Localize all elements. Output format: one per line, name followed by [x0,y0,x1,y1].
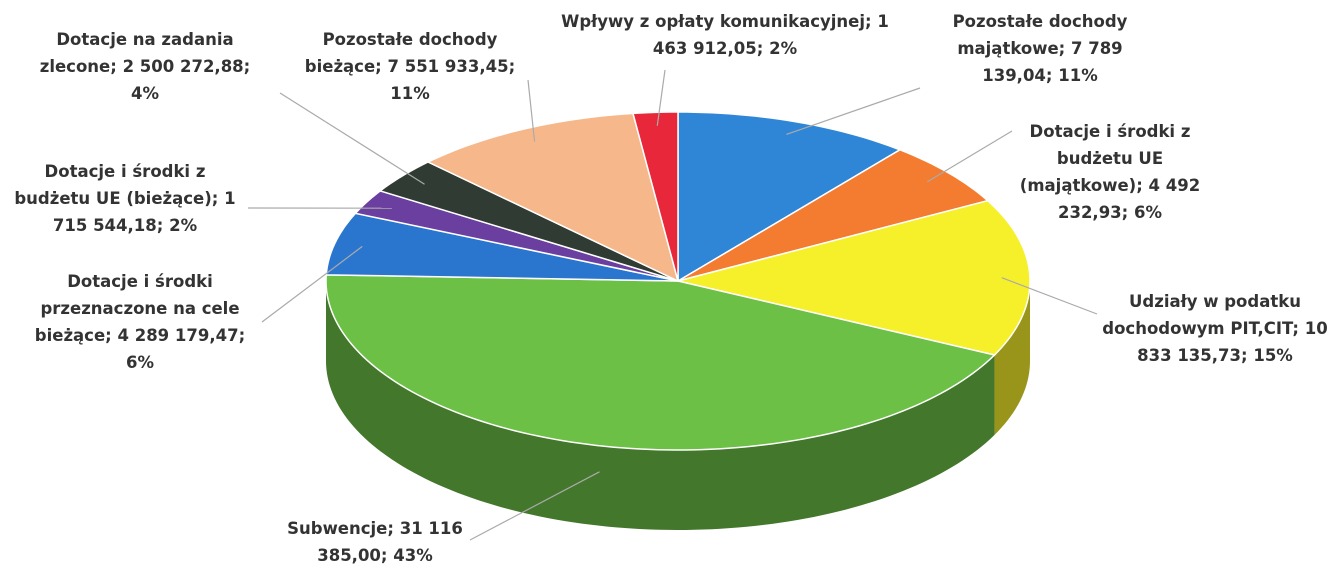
slice [354,190,679,282]
slice-side [326,281,995,530]
label-value: 4 492 232,93 [1057,176,1201,222]
label-name: Dotacje i środki z budżetu UE (majątkowe… [1019,122,1191,195]
label-name: Wpływy z opłaty komunikacyjnej [561,12,866,31]
data-label: Pozostałe dochody majątkowe; 7 789 139,0… [933,8,1148,89]
label-separator: ; [243,57,251,76]
label-value: 2 500 272,88 [122,57,244,76]
leader-line [656,69,666,126]
label-percent: 43% [393,546,433,565]
label-value: 1 715 544,18 [52,189,236,235]
label-separator: ; [1292,319,1305,338]
label-name: Subwencje [287,519,388,538]
leader-line [279,92,425,185]
slice [632,111,679,282]
label-separator: ; [105,326,118,345]
slice [325,274,996,451]
label-value: 7 551 933,45 [387,57,509,76]
label-separator: ; [380,546,394,565]
label-separator: ; [1136,176,1149,195]
leader-line [927,130,1013,183]
label-separator: ; [211,189,225,208]
slice [677,111,902,283]
label-name: Udziały w podatku dochodowym PIT,CIT [1102,292,1301,338]
label-percent: 2% [169,216,198,235]
label-separator: ; [1045,66,1059,85]
label-percent: 15% [1253,346,1293,365]
label-percent: 6% [1134,203,1163,222]
label-percent: 4% [130,84,159,103]
label-separator: ; [1121,203,1134,222]
label-separator: ; [238,326,246,345]
label-percent: 11% [390,84,430,103]
label-name: Dotacje i środki z budżetu UE (bieżące) [14,162,212,208]
slice [426,112,680,283]
leader-line [527,79,536,142]
label-percent: 2% [769,39,798,58]
label-value: 31 116 385,00 [317,519,463,565]
data-label: Dotacje i środki przeznaczone na cele bi… [20,268,260,376]
data-label: Pozostałe dochody bieżące; 7 551 933,45;… [293,26,528,107]
label-value: 10 833 135,73 [1137,319,1328,365]
data-label: Udziały w podatku dochodowym PIT,CIT; 10… [1095,288,1333,369]
slice [325,212,679,282]
label-separator: ; [865,12,878,31]
label-separator: ; [110,57,123,76]
label-name: Dotacje na zadania zlecone [39,30,234,76]
label-separator: ; [156,216,170,235]
leader-line [1001,277,1098,315]
label-value: 4 289 179,47 [117,326,239,345]
label-percent: 11% [1058,66,1098,85]
data-label: Dotacje i środki z budżetu UE (majątkowe… [1015,118,1205,226]
label-value: 7 789 139,04 [982,39,1123,85]
label-separator: ; [1241,346,1254,365]
leader-line [469,471,600,541]
slice [378,161,679,282]
label-percent: 6% [125,353,154,372]
label-name: Pozostałe dochody majątkowe [952,12,1128,58]
label-name: Dotacje i środki przeznaczone na cele bi… [34,272,240,345]
label-separator: ; [1058,39,1071,58]
slice [677,199,1031,356]
label-value: 1 463 912,05 [652,12,889,58]
label-separator: ; [375,57,388,76]
slice [677,148,990,282]
label-separator: ; [387,519,400,538]
label-name: Pozostałe dochody bieżące [304,30,498,76]
data-label: Wpływy z opłaty komunikacyjnej; 1 463 91… [555,8,895,62]
label-separator: ; [756,39,770,58]
data-label: Subwencje; 31 116 385,00; 43% [275,515,475,569]
label-separator: ; [508,57,516,76]
leader-line [261,245,363,323]
data-label: Dotacje na zadania zlecone; 2 500 272,88… [25,26,265,107]
data-label: Dotacje i środki z budżetu UE (bieżące);… [5,158,245,239]
leader-line [786,87,921,136]
